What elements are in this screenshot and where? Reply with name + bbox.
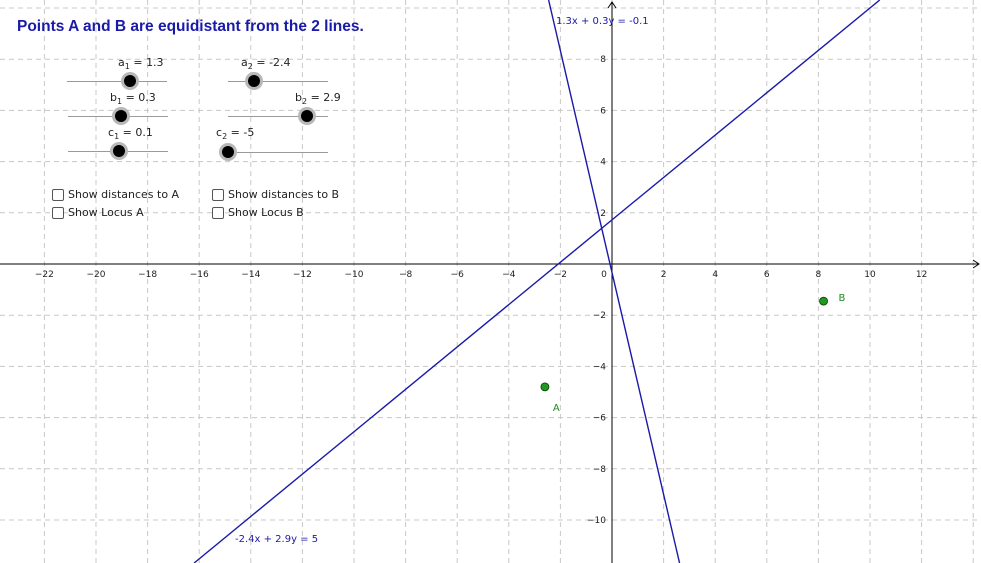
checkbox-box[interactable] — [212, 188, 224, 201]
checkbox-label: Show distances to A — [68, 188, 180, 201]
x-tick-label: −16 — [190, 270, 209, 280]
checkbox-box[interactable] — [52, 206, 64, 219]
slider-track-c2[interactable] — [228, 152, 328, 153]
slider-knob-a2[interactable] — [248, 75, 260, 87]
line-2-label: -2.4x + 2.9y = 5 — [235, 534, 318, 545]
checkbox-box[interactable] — [52, 188, 64, 201]
checkbox-show-distances-a[interactable]: Show distances to A — [52, 188, 179, 201]
point-A[interactable] — [540, 382, 550, 392]
y-tick-label: 6 — [600, 106, 606, 116]
slider-label-c2: c2 = -5 — [216, 126, 255, 142]
y-axis-arrow — [607, 1, 617, 9]
x-tick-label: −4 — [502, 270, 516, 280]
point-label-B: B — [839, 293, 846, 304]
x-axis-arrow — [972, 259, 980, 269]
x-tick-label: −8 — [399, 270, 413, 280]
y-tick-label: −6 — [593, 414, 607, 424]
slider-label-a1: a1 = 1.3 — [118, 56, 164, 72]
x-tick-label: 2 — [661, 270, 667, 280]
checkbox-box[interactable] — [212, 206, 224, 219]
tick-labels: −22 −20 −18 −16 −14 −12 −10 −8 −6 −4 −2 0 2 4 6 8 10 1224… — [35, 55, 927, 526]
lines: 1.3x + 0.3y = -0.1 -2.4x + 2.9y = 5 — [193, 0, 881, 563]
x-tick-label: −20 — [87, 270, 106, 280]
slider-label-b2: b2 = 2.9 — [295, 91, 341, 107]
checkbox-show-locus-b[interactable]: Show Locus B — [212, 206, 304, 219]
point-B[interactable] — [819, 296, 828, 306]
x-tick-label: 8 — [816, 270, 822, 280]
y-tick-label: 2 — [600, 209, 606, 219]
x-tick-label: 4 — [712, 270, 718, 280]
slider-label-b1: b1 = 0.3 — [110, 91, 156, 107]
y-tick-label: −4 — [593, 362, 607, 372]
y-tick-label: −10 — [587, 516, 606, 526]
slider-knob-b2[interactable] — [301, 110, 313, 122]
slider-label-c1: c1 = 0.1 — [108, 126, 153, 142]
x-tick-label: −2 — [554, 270, 567, 280]
x-tick-label: 10 — [864, 270, 876, 280]
y-tick-label: 8 — [600, 55, 606, 65]
slider-track-b2[interactable] — [228, 116, 328, 117]
line-1 — [547, 0, 681, 563]
checkbox-label: Show Locus A — [68, 206, 144, 219]
point-label-A: A — [553, 403, 560, 414]
x-tick-label: 0 — [601, 270, 607, 280]
x-tick-label: −22 — [35, 270, 54, 280]
x-tick-label: −18 — [138, 270, 157, 280]
x-tick-label: −10 — [345, 270, 364, 280]
checkbox-show-distances-b[interactable]: Show distances to B — [212, 188, 339, 201]
y-tick-label: −2 — [593, 311, 606, 321]
x-tick-label: −6 — [451, 270, 465, 280]
checkbox-show-locus-a[interactable]: Show Locus A — [52, 206, 144, 219]
slider-knob-c1[interactable] — [113, 145, 125, 157]
slider-knob-b1[interactable] — [115, 110, 127, 122]
slider-track-a1[interactable] — [67, 81, 167, 82]
line-1-label: 1.3x + 0.3y = -0.1 — [556, 16, 649, 27]
x-tick-label: −14 — [241, 270, 260, 280]
slider-knob-a1[interactable] — [124, 75, 136, 87]
checkbox-label: Show Locus B — [228, 206, 304, 219]
x-tick-label: 6 — [764, 270, 770, 280]
page-title: Points A and B are equidistant from the … — [17, 18, 364, 35]
checkbox-label: Show distances to B — [228, 188, 340, 201]
slider-knob-c2[interactable] — [222, 146, 234, 158]
x-tick-label: −12 — [293, 270, 312, 280]
x-tick-label: 12 — [916, 270, 927, 280]
y-tick-label: 4 — [600, 158, 606, 168]
line-2 — [193, 0, 881, 563]
slider-track-a2[interactable] — [228, 81, 328, 82]
slider-label-a2: a2 = -2.4 — [241, 56, 291, 72]
points: AB — [540, 293, 846, 414]
y-tick-label: −8 — [593, 465, 607, 475]
